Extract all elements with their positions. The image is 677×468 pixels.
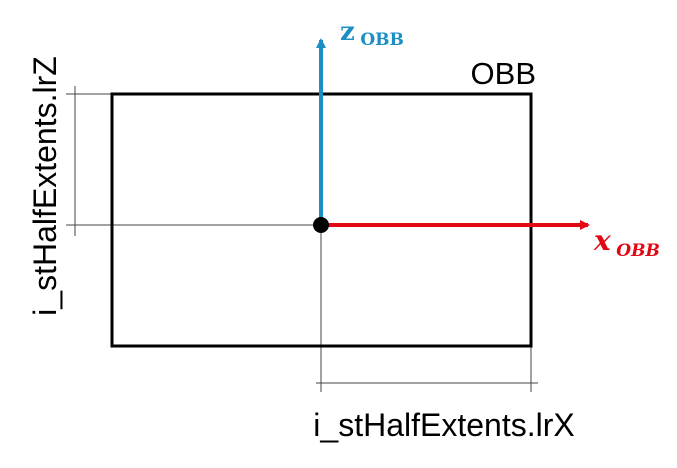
z-axis-label-sub: OBB: [360, 30, 404, 50]
x-axis-label-sub: OBB: [616, 241, 660, 261]
x-axis-label: x OBB: [593, 224, 660, 261]
obb-box-label: OBB: [471, 56, 536, 91]
width-dimension-label: i_stHalfExtents.lrX: [313, 407, 574, 443]
origin-point: [313, 217, 329, 233]
z-axis-label: z OBB: [340, 17, 404, 50]
x-axis-label-main: x: [593, 224, 611, 257]
dimension-lines: [66, 86, 538, 392]
z-axis-label-main: z: [340, 17, 355, 47]
height-dimension-label: i_stHalfExtents.lrZ: [27, 56, 63, 316]
